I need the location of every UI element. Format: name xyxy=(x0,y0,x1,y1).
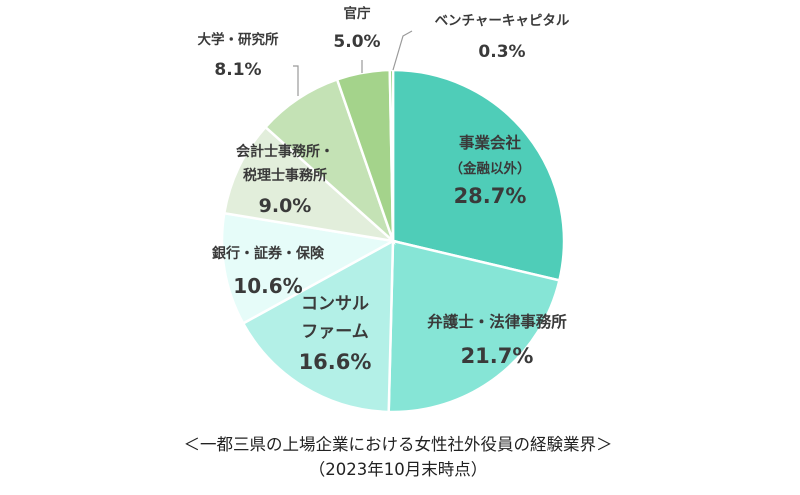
slice-name-label: 大学・研究所 xyxy=(198,31,279,48)
pie-slices xyxy=(220,68,566,414)
slice-value-label: 8.1% xyxy=(214,60,261,80)
pie-slice xyxy=(241,238,395,414)
slice-name-label: 銀行・証券・保険 xyxy=(212,245,325,262)
slice-value-label: 16.6% xyxy=(299,350,372,374)
chart-subtitle: （2023年10月末時点） xyxy=(309,460,488,479)
slice-name-label: 税理士事務所 xyxy=(243,167,327,184)
pie-slice xyxy=(391,68,566,282)
slice-name-label: 弁護士・法律事務所 xyxy=(427,312,567,331)
leader-line xyxy=(392,30,413,71)
slice-name-label: ベンチャーキャピタル xyxy=(435,13,570,29)
slice-value-label: 10.6% xyxy=(233,274,302,298)
slice-name-label: 事業会社 xyxy=(459,133,522,152)
leader-line xyxy=(293,65,299,96)
slice-value-label: 0.3% xyxy=(478,42,525,62)
pie-slice xyxy=(387,239,561,414)
slice-name-label: コンサル xyxy=(301,294,369,314)
slice-name-label: 会計士事務所・ xyxy=(236,143,334,160)
pie-slice xyxy=(388,68,395,242)
slice-value-label: 21.7% xyxy=(461,344,534,368)
chart-title: ＜一都三県の上場企業における女性社外役員の経験業界＞ xyxy=(184,435,613,454)
slice-name-label: 官庁 xyxy=(344,5,371,22)
slice-value-label: 5.0% xyxy=(333,32,380,52)
slice-name-label: （金融以外） xyxy=(450,160,531,177)
pie-slice xyxy=(222,125,398,243)
slice-name-label: ファーム xyxy=(301,322,369,342)
slice-value-label: 28.7% xyxy=(454,184,527,208)
pie-slice xyxy=(220,211,397,326)
slice-value-label: 9.0% xyxy=(259,195,312,217)
leader-lines xyxy=(293,30,413,96)
